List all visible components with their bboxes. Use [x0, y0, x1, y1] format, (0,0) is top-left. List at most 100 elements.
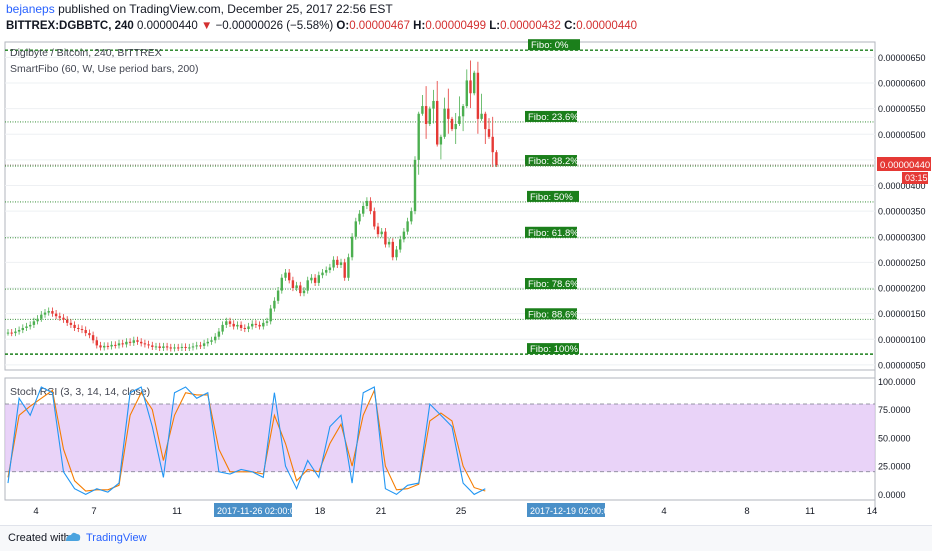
candle-body	[391, 241, 394, 258]
x-crosshair-label: 2017-11-26 02:00:00	[217, 506, 300, 516]
candle-body	[191, 346, 195, 348]
candle-body	[310, 277, 313, 281]
down-arrow-icon: ▼	[200, 20, 213, 32]
candle-body	[236, 324, 239, 327]
candle-body	[487, 129, 491, 137]
countdown-label: 03:15	[905, 173, 928, 183]
fibo-label-box	[525, 226, 577, 238]
candle-body	[21, 327, 24, 331]
low-value: 0.00000432	[500, 20, 561, 32]
x-tick-label: 18	[315, 506, 326, 517]
fibo-label: Fibo: 78.6%	[528, 279, 579, 290]
candle-body	[136, 340, 139, 342]
candle-body	[302, 290, 306, 294]
countdown-box	[902, 172, 928, 184]
candle-body	[450, 118, 454, 130]
candle-body	[239, 324, 243, 328]
fibo-label-box	[525, 155, 577, 167]
candle-body	[476, 72, 480, 119]
candle-body	[43, 312, 47, 315]
candle-body	[151, 345, 154, 347]
author-link[interactable]: bejaneps	[6, 2, 55, 16]
fibo-label-box	[527, 343, 579, 355]
candle-body	[424, 106, 428, 124]
candle-body	[399, 239, 402, 250]
rsi-band	[5, 403, 875, 472]
candle-body	[25, 326, 28, 328]
low-label: L:	[489, 20, 501, 32]
candle-body	[410, 211, 413, 222]
candle-body	[436, 100, 439, 145]
high-value: 0.00000499	[425, 20, 487, 32]
candle-body	[332, 259, 335, 268]
candle-body	[473, 72, 476, 94]
candle-body	[84, 330, 87, 334]
candle-body	[62, 317, 65, 320]
candle-body	[162, 346, 165, 348]
rsi-tick-label: 25.0000	[878, 462, 911, 472]
indicator-title: SmartFibo (60, W, Use period bars, 200)	[10, 63, 199, 75]
price-tick-label: 0.00000350	[878, 207, 926, 217]
x-tick-label: 8	[744, 506, 749, 517]
candle-body	[214, 336, 217, 341]
candle-body	[402, 231, 406, 240]
candle-body	[177, 347, 180, 349]
candle-body	[247, 326, 250, 329]
candle-body	[295, 285, 298, 288]
candle-body	[251, 323, 254, 327]
x-crosshair-label: 2017-12-19 02:00:00	[530, 506, 614, 516]
rsi-tick-label: 50.0000	[878, 433, 911, 443]
candle-body	[69, 322, 73, 325]
chart-area[interactable]: 0.00000650 0.00000600 0.00000550 0.00000500…	[0, 0, 932, 525]
rsi-tick-label: 75.0000	[878, 405, 911, 415]
price-tick-label: 0.00000250	[878, 258, 926, 268]
candle-body	[51, 311, 54, 314]
price-tick-label: 0.00000600	[878, 79, 926, 89]
candle-body	[395, 249, 398, 258]
candle-body	[380, 231, 383, 235]
last-price-label: 0.00000440	[880, 160, 930, 171]
x-tick-label: 11	[805, 506, 815, 517]
candle-body	[173, 347, 176, 349]
x-tick-label: 4	[661, 506, 666, 517]
candle-body	[362, 206, 365, 214]
candle-body	[88, 333, 91, 336]
candle-body	[313, 277, 317, 283]
candle-body	[121, 343, 124, 345]
candle-body	[258, 324, 261, 327]
candle-body	[439, 136, 443, 145]
candle-body	[66, 319, 69, 323]
x-crosshair-box	[527, 503, 605, 517]
tradingview-brand-link[interactable]: TradingView	[86, 532, 147, 544]
candle-body	[284, 272, 287, 278]
published-text: published on TradingView.com, December 2…	[58, 2, 393, 16]
fibo-label: Fibo: 23.6%	[528, 112, 579, 123]
candle-body	[206, 341, 209, 344]
candle-body	[106, 345, 110, 347]
rsi-k-line	[7, 386, 486, 496]
candle-body	[465, 80, 468, 107]
candle-body	[221, 324, 224, 332]
candle-body	[421, 106, 424, 114]
last-price-box	[877, 157, 931, 171]
candle-body	[14, 331, 17, 334]
price-tick-label: 0.00000100	[878, 335, 926, 345]
candle-body	[321, 272, 324, 276]
candle-body	[417, 113, 420, 160]
tradingview-logo-icon	[66, 532, 81, 541]
candle-body	[103, 345, 106, 348]
price-pane-frame	[4, 41, 876, 371]
candle-body	[328, 267, 332, 271]
fibo-label-box	[525, 110, 577, 122]
candle-body	[91, 335, 95, 341]
candle-body	[117, 343, 121, 346]
candle-body	[376, 226, 380, 235]
candle-body	[199, 345, 202, 347]
candle-body	[384, 231, 387, 245]
candle-body	[269, 308, 272, 322]
close-value: 0.00000440	[576, 20, 638, 32]
high-label: H:	[413, 20, 426, 32]
candle-body	[10, 332, 13, 334]
candle-body	[413, 159, 417, 212]
candle-body	[358, 213, 361, 222]
